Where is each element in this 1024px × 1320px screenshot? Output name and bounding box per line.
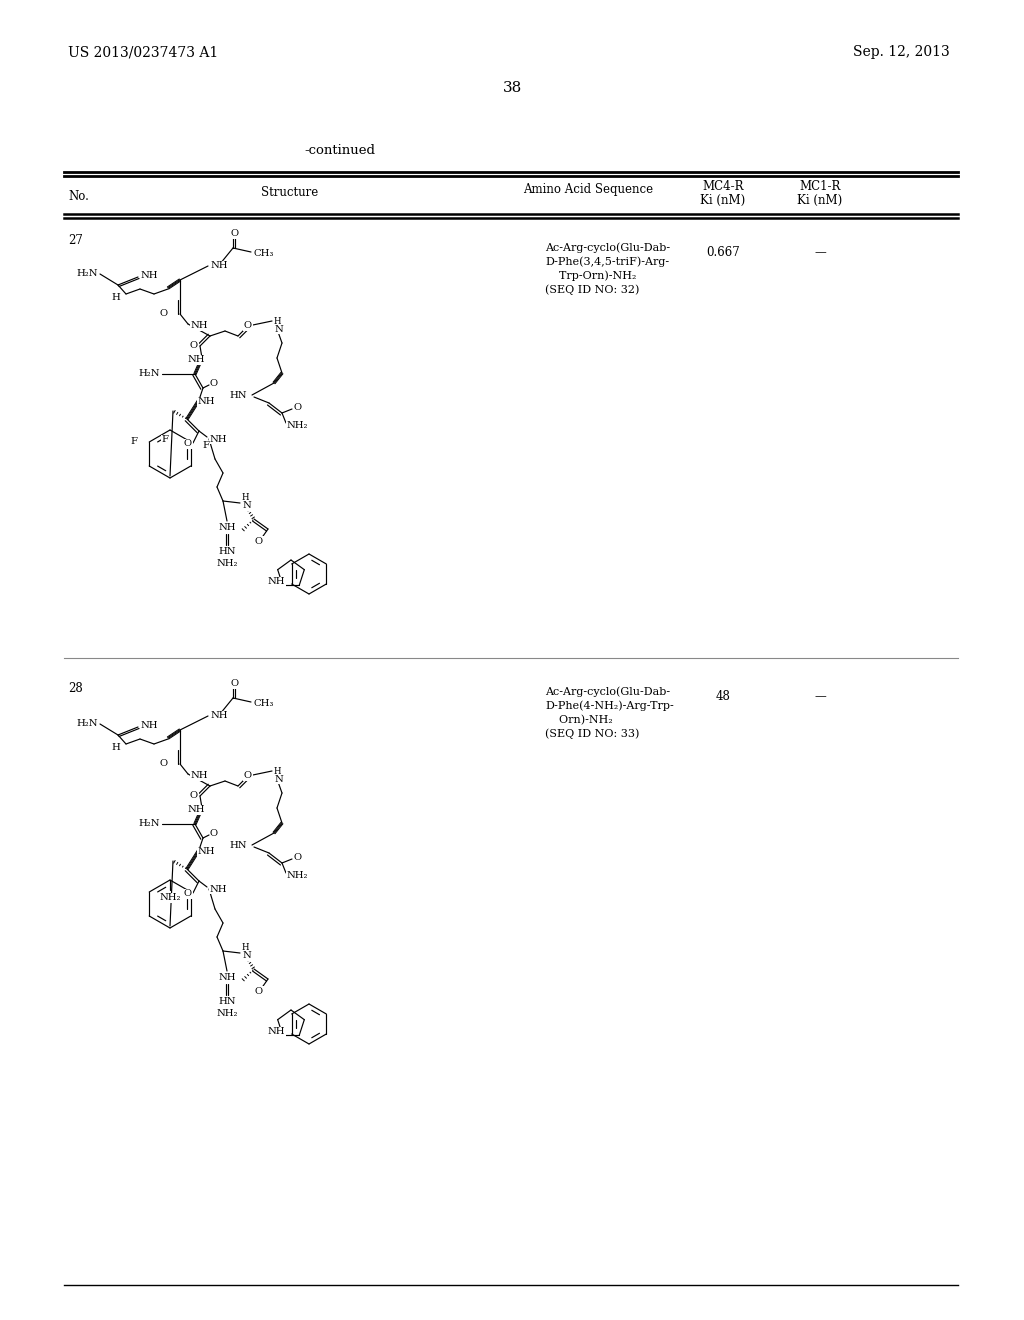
Text: O: O bbox=[210, 380, 218, 388]
Text: H: H bbox=[112, 293, 121, 301]
Text: F: F bbox=[203, 441, 210, 450]
Text: O: O bbox=[244, 771, 252, 780]
Text: NH₂: NH₂ bbox=[216, 558, 238, 568]
Text: NH: NH bbox=[197, 397, 214, 407]
Text: Amino Acid Sequence: Amino Acid Sequence bbox=[523, 182, 653, 195]
Text: NH: NH bbox=[218, 523, 236, 532]
Text: O: O bbox=[184, 890, 193, 899]
Text: O: O bbox=[231, 230, 239, 239]
Text: HN: HN bbox=[229, 391, 247, 400]
Text: NH₂: NH₂ bbox=[286, 870, 307, 879]
Text: —: — bbox=[814, 247, 826, 260]
Text: 48: 48 bbox=[716, 690, 730, 704]
Text: H: H bbox=[274, 317, 282, 326]
Text: HN: HN bbox=[229, 841, 247, 850]
Text: F: F bbox=[130, 437, 137, 446]
Text: O: O bbox=[244, 322, 252, 330]
Text: O: O bbox=[231, 680, 239, 689]
Text: O: O bbox=[189, 342, 198, 351]
Text: NH₂: NH₂ bbox=[286, 421, 307, 429]
Text: NH: NH bbox=[209, 434, 226, 444]
Text: O: O bbox=[160, 759, 168, 768]
Text: NH: NH bbox=[187, 805, 205, 814]
Text: Ac-Arg-cyclo(Glu-Dab-: Ac-Arg-cyclo(Glu-Dab- bbox=[545, 243, 670, 253]
Text: H₂N: H₂N bbox=[77, 268, 98, 277]
Text: MC1-R: MC1-R bbox=[800, 181, 841, 194]
Text: 38: 38 bbox=[503, 81, 521, 95]
Text: 0.667: 0.667 bbox=[707, 247, 740, 260]
Text: O: O bbox=[160, 309, 168, 318]
Text: NH: NH bbox=[267, 578, 285, 586]
Text: -continued: -continued bbox=[304, 144, 376, 157]
Text: (SEQ ID NO: 32): (SEQ ID NO: 32) bbox=[545, 285, 639, 296]
Text: NH: NH bbox=[140, 272, 158, 281]
Text: H₂N: H₂N bbox=[138, 370, 160, 379]
Text: Ki (nM): Ki (nM) bbox=[700, 194, 745, 206]
Text: Sep. 12, 2013: Sep. 12, 2013 bbox=[853, 45, 950, 59]
Text: H: H bbox=[242, 942, 250, 952]
Text: O: O bbox=[210, 829, 218, 838]
Text: O: O bbox=[294, 853, 302, 862]
Text: Orn)-NH₂: Orn)-NH₂ bbox=[545, 715, 612, 725]
Text: H: H bbox=[242, 492, 250, 502]
Text: NH: NH bbox=[209, 884, 226, 894]
Text: O: O bbox=[255, 536, 263, 545]
Text: H: H bbox=[112, 742, 121, 751]
Text: O: O bbox=[189, 792, 198, 800]
Text: NH: NH bbox=[210, 261, 227, 271]
Text: Trp-Orn)-NH₂: Trp-Orn)-NH₂ bbox=[545, 271, 636, 281]
Text: Ac-Arg-cyclo(Glu-Dab-: Ac-Arg-cyclo(Glu-Dab- bbox=[545, 686, 670, 697]
Text: F: F bbox=[162, 436, 169, 445]
Text: NH: NH bbox=[187, 355, 205, 364]
Text: NH: NH bbox=[267, 1027, 285, 1036]
Text: NH: NH bbox=[218, 973, 236, 982]
Text: (SEQ ID NO: 33): (SEQ ID NO: 33) bbox=[545, 729, 639, 739]
Text: Structure: Structure bbox=[261, 186, 318, 198]
Text: N: N bbox=[242, 952, 251, 961]
Text: MC4-R: MC4-R bbox=[702, 181, 743, 194]
Text: D-Phe(4-NH₂)-Arg-Trp-: D-Phe(4-NH₂)-Arg-Trp- bbox=[545, 701, 674, 711]
Text: HN: HN bbox=[218, 998, 236, 1006]
Text: NH₂: NH₂ bbox=[160, 894, 181, 903]
Text: HN: HN bbox=[218, 548, 236, 557]
Text: O: O bbox=[294, 403, 302, 412]
Text: No.: No. bbox=[68, 190, 89, 202]
Text: 28: 28 bbox=[68, 681, 83, 694]
Text: CH₃: CH₃ bbox=[253, 248, 273, 257]
Text: N: N bbox=[274, 325, 283, 334]
Text: N: N bbox=[242, 502, 251, 511]
Text: NH: NH bbox=[140, 722, 158, 730]
Text: NH: NH bbox=[190, 771, 208, 780]
Text: CH₃: CH₃ bbox=[253, 698, 273, 708]
Text: H: H bbox=[274, 767, 282, 776]
Text: N: N bbox=[274, 775, 283, 784]
Text: NH: NH bbox=[210, 711, 227, 721]
Text: Ki (nM): Ki (nM) bbox=[798, 194, 843, 206]
Text: NH: NH bbox=[190, 322, 208, 330]
Text: —: — bbox=[814, 690, 826, 704]
Text: US 2013/0237473 A1: US 2013/0237473 A1 bbox=[68, 45, 218, 59]
Text: O: O bbox=[184, 440, 193, 449]
Text: NH₂: NH₂ bbox=[216, 1008, 238, 1018]
Text: 27: 27 bbox=[68, 234, 83, 247]
Text: H₂N: H₂N bbox=[138, 820, 160, 829]
Text: D-Phe(3,4,5-triF)-Arg-: D-Phe(3,4,5-triF)-Arg- bbox=[545, 256, 669, 267]
Text: NH: NH bbox=[197, 847, 214, 857]
Text: O: O bbox=[255, 986, 263, 995]
Text: H₂N: H₂N bbox=[77, 718, 98, 727]
